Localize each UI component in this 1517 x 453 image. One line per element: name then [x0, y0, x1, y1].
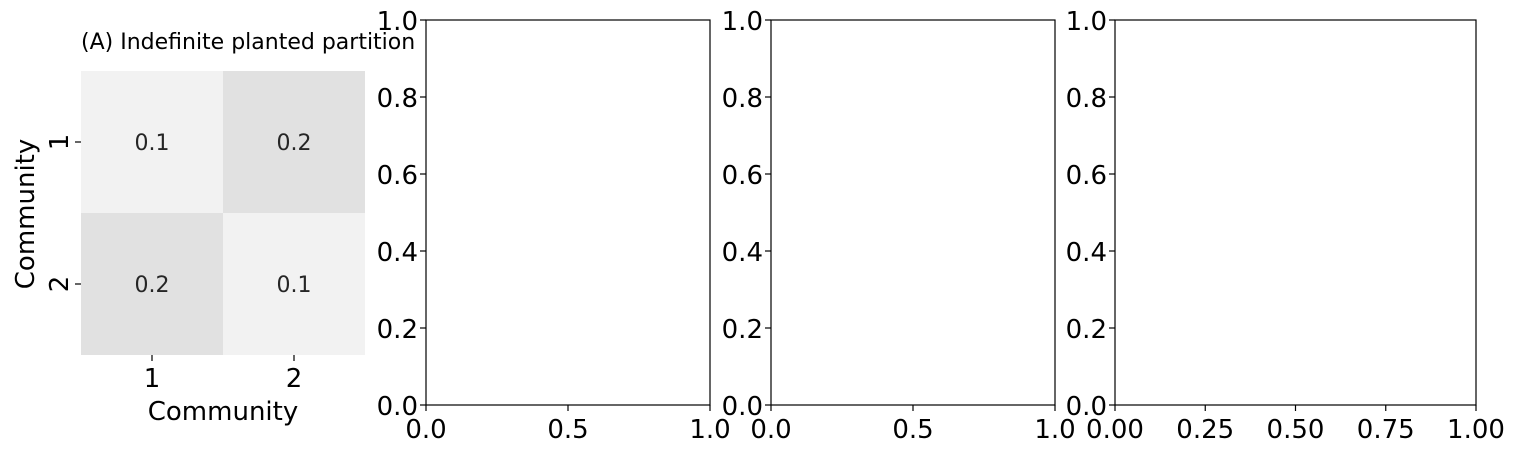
- y-tick-label: 0.0: [377, 392, 418, 422]
- heatmap-xlabel: Community: [148, 397, 298, 427]
- x-tick-label: 0.5: [547, 415, 588, 445]
- y-tick-label: 0.4: [1066, 238, 1107, 268]
- empty-axes-2: 0.0 0.2 0.4 0.6 0.8 1.0 0.0 0.5 1.0: [722, 7, 1076, 445]
- x-tick-label: 0.5: [892, 415, 933, 445]
- x-tick-label: 0.50: [1267, 415, 1325, 445]
- x-tick-label: 1.0: [1034, 415, 1075, 445]
- heatmap-ylabel: Community: [11, 139, 41, 289]
- heatmap-cell: [81, 71, 223, 213]
- y-tick-label: 0.2: [722, 315, 763, 345]
- x-tick-label: 0.0: [405, 415, 446, 445]
- heatmap-panel: (A) Indefinite planted partition 0.1 0.20…: [11, 30, 415, 427]
- y-tick-label: 0.0: [722, 392, 763, 422]
- heatmap-y-tick-label: 1: [45, 134, 75, 151]
- y-tick-label: 0.6: [1066, 161, 1107, 191]
- heatmap-cell-label: 0.1: [277, 273, 312, 298]
- y-tick-label: 0.2: [377, 315, 418, 345]
- y-tick-label: 1.0: [1066, 7, 1107, 37]
- y-tick-label: 0.4: [377, 238, 418, 268]
- heatmap-ticks: 1 2 1 2: [45, 134, 302, 394]
- x-tick-label: 1.00: [1447, 415, 1505, 445]
- heatmap-cell-label: 0.2: [135, 273, 170, 298]
- y-tick-label: 0.6: [377, 161, 418, 191]
- heatmap-cell-label: 0.1: [135, 131, 170, 156]
- y-tick-label: 1.0: [377, 7, 418, 37]
- empty-axes-1: 0.0 0.2 0.4 0.6 0.8 1.0 0.0 0.5 1.0: [377, 7, 731, 445]
- axes-frame: [1114, 19, 1477, 406]
- y-tick-label: 0.8: [1066, 84, 1107, 114]
- heatmap-x-tick-label: 1: [144, 364, 161, 394]
- y-tick-label: 0.0: [1066, 392, 1107, 422]
- heatmap-title: (A) Indefinite planted partition: [81, 30, 415, 55]
- x-tick-label: 0.75: [1357, 415, 1415, 445]
- x-tick-label: 0.00: [1086, 415, 1144, 445]
- x-tick-label: 1.0: [689, 415, 730, 445]
- heatmap-y-tick-label: 2: [45, 276, 75, 293]
- y-tick-label: 0.8: [722, 84, 763, 114]
- heatmap-cells: 0.1 0.2 0.2 0.1: [81, 71, 365, 355]
- y-tick-label: 0.8: [377, 84, 418, 114]
- x-tick-label: 0.25: [1176, 415, 1234, 445]
- heatmap-x-tick-label: 2: [286, 364, 303, 394]
- x-tick-label: 0.0: [750, 415, 791, 445]
- axes-frame: [425, 19, 711, 406]
- y-tick-label: 0.4: [722, 238, 763, 268]
- y-tick-label: 0.2: [1066, 315, 1107, 345]
- empty-axes-3: 0.0 0.2 0.4 0.6 0.8 1.0 0.00 0.25 0.50 0.75 1.00: [1066, 7, 1505, 445]
- y-tick-label: 1.0: [722, 7, 763, 37]
- heatmap-cell: [223, 213, 365, 355]
- heatmap-cell: [81, 213, 223, 355]
- heatmap-cell-label: 0.2: [277, 131, 312, 156]
- y-tick-label: 0.6: [722, 161, 763, 191]
- axes-frame: [770, 19, 1056, 406]
- heatmap-cell: [223, 71, 365, 213]
